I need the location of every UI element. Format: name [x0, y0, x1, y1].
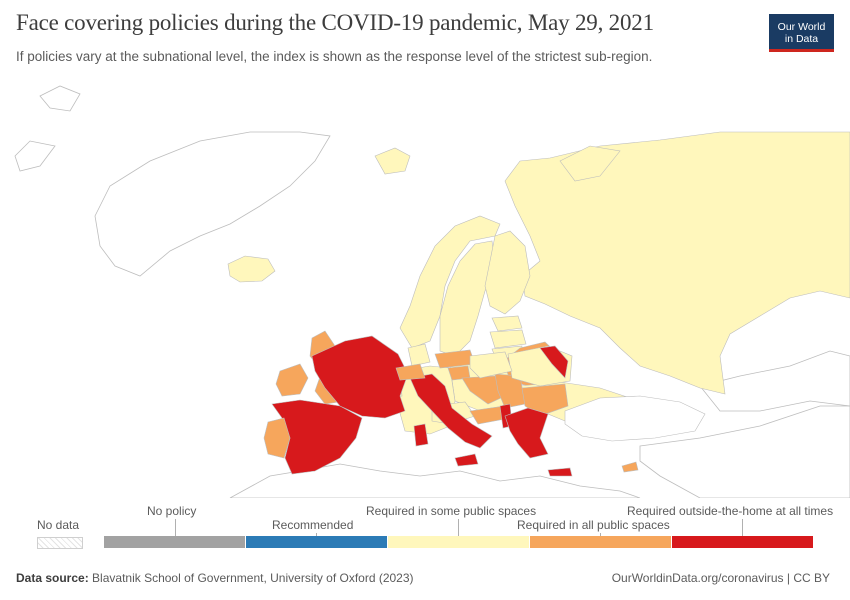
- country-greenland[interactable]: [94, 131, 331, 277]
- legend-tick: [175, 519, 176, 536]
- land-novaya-zemlya[interactable]: [559, 145, 621, 182]
- land-arctic-islands[interactable]: [39, 85, 81, 112]
- legend-label-outside-home: Required outside-the-home at all times: [627, 504, 834, 518]
- mediterranean-map[interactable]: [0, 66, 850, 498]
- country-estonia[interactable]: [491, 315, 523, 332]
- country-italy-sardinia-main[interactable]: [413, 423, 429, 447]
- land-north-america[interactable]: [14, 140, 56, 172]
- country-italy-main[interactable]: [409, 373, 493, 449]
- legend-swatch-all-spaces[interactable]: [530, 536, 671, 548]
- country-croatia-main[interactable]: [461, 375, 506, 405]
- country-moldova-main[interactable]: [539, 345, 569, 379]
- country-iceland[interactable]: [227, 255, 276, 283]
- country-russia[interactable]: [504, 131, 850, 395]
- footer-source-label: Data source:: [16, 571, 89, 585]
- logo-line-2: in Data: [784, 33, 819, 45]
- legend-label-all-spaces: Required in all public spaces: [517, 518, 670, 532]
- country-greece-crete[interactable]: [547, 467, 573, 477]
- legend-no-data-label: No data: [37, 518, 80, 532]
- country-italy-sicily[interactable]: [454, 453, 479, 467]
- country-austria-main[interactable]: [434, 349, 476, 369]
- legend-no-data-swatch[interactable]: [37, 537, 83, 549]
- land-middle-east[interactable]: [639, 405, 850, 498]
- legend-swatch-outside-home[interactable]: [672, 536, 813, 548]
- country-finland[interactable]: [484, 230, 531, 315]
- country-hungary-main[interactable]: [469, 351, 513, 379]
- land-caucasus[interactable]: [699, 350, 850, 412]
- country-portugal-main[interactable]: [263, 417, 291, 459]
- country-cyprus-main[interactable]: [621, 461, 639, 473]
- legend-label-recommended: Recommended: [272, 518, 354, 532]
- legend-tick: [600, 533, 601, 536]
- chart-subtitle: If policies vary at the subnational leve…: [16, 49, 653, 64]
- legend-tick: [316, 533, 317, 536]
- footer-source: Data source: Blavatnik School of Governm…: [16, 571, 414, 585]
- legend-swatch-some-spaces[interactable]: [388, 536, 529, 548]
- legend-swatch-no-policy[interactable]: [104, 536, 245, 548]
- legend-tick: [742, 519, 743, 536]
- country-denmark[interactable]: [407, 343, 431, 367]
- footer-source-text[interactable]: Blavatnik School of Government, Universi…: [92, 571, 414, 585]
- owid-logo[interactable]: Our World in Data: [769, 14, 834, 52]
- legend-tick: [458, 519, 459, 536]
- country-france-main[interactable]: [311, 335, 409, 419]
- country-turkey-main[interactable]: [564, 395, 706, 442]
- logo-line-1: Our World: [777, 21, 826, 33]
- footer-url[interactable]: OurWorldinData.org/coronavirus | CC BY: [611, 571, 830, 585]
- legend-swatch-recommended[interactable]: [246, 536, 387, 548]
- chart-title: Face covering policies during the COVID-…: [16, 10, 654, 35]
- legend-label-some-spaces: Required in some public spaces: [366, 504, 537, 518]
- country-latvia[interactable]: [489, 329, 527, 349]
- country-switzerland-main[interactable]: [395, 363, 426, 381]
- country-bulgaria-main[interactable]: [521, 383, 569, 417]
- country-ireland[interactable]: [275, 363, 309, 397]
- country-svalbard[interactable]: [374, 147, 411, 175]
- country-greece-main[interactable]: [504, 407, 549, 459]
- legend-label-no-policy: No policy: [147, 504, 197, 518]
